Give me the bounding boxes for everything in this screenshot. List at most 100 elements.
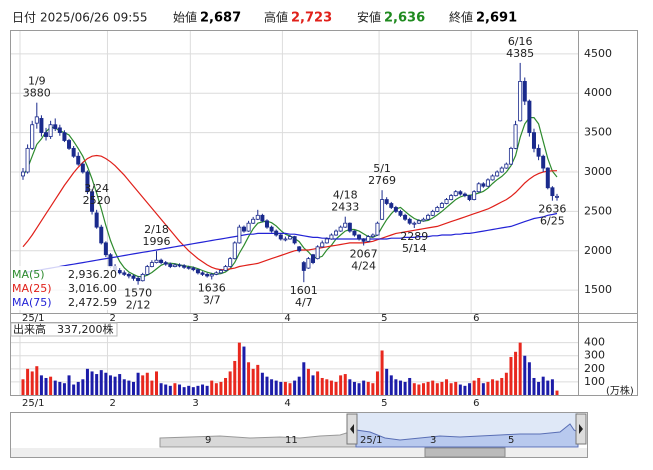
navigator-selected-history [355,423,579,448]
candle-body [361,238,366,242]
candle-body [195,269,200,274]
volume-bar [39,375,43,395]
candle-body [283,238,288,241]
candle-body [260,214,265,222]
candle-body [338,226,343,232]
candle-body [449,195,454,200]
candle-body [384,199,389,204]
candle-body [122,272,127,275]
volume-bar [408,377,412,395]
volume-bar [463,385,467,395]
legend-value: 3,016.00 [68,282,117,295]
scrollbar-thumb[interactable] [424,447,506,458]
volume-header-box [10,322,118,337]
volume-bar [30,371,34,395]
candle-body [545,167,550,189]
volume-bar [288,383,292,395]
volume-bar [348,379,352,395]
volume-bar [67,375,71,395]
candle-body [108,254,113,267]
volume-bar [99,370,103,395]
candle-body [508,147,513,165]
legend-name: MA(5) [12,268,45,281]
x-tick-label: 5 [381,398,387,409]
volume-bar [311,375,315,395]
volume-bar [541,376,545,395]
candle-body [218,270,223,274]
volume-bar [389,375,393,395]
candle-body [200,272,205,275]
candle-body [251,218,256,224]
volume-bar [362,380,366,395]
volume-bar [445,379,449,395]
candle-body [117,270,122,274]
candle-body [53,124,58,130]
annotation-date: 6/16 [508,35,533,48]
volume-bar [306,368,310,395]
candle-body [375,222,380,236]
volume-bar [95,374,99,395]
moving-average-line [22,154,558,271]
candle-body [48,124,53,137]
field-name: 始値 [173,10,197,25]
candle-body [159,259,164,263]
volume-bar [251,368,255,395]
volume-bar [187,385,191,395]
candle-body [343,222,348,228]
y-tick-label: 1500 [584,283,612,296]
volume-bar [256,364,260,395]
candle-body [255,214,260,220]
candle-body [490,175,495,181]
field-value: 2,723 [291,11,332,26]
candle-body [324,238,329,244]
volume-bar [136,372,140,395]
volume-bar [58,381,62,395]
candle-body [430,210,435,216]
candle-body [136,277,141,282]
annotation-date: 3/24 [84,182,109,195]
volume-bar [150,380,154,395]
scrollbar-track[interactable] [11,448,587,457]
candle-body [366,236,371,242]
volume-bar [546,380,550,395]
annotation-date: 4/7 [295,296,313,309]
volume-bar [53,380,57,395]
candle-body [168,263,173,267]
volume-bar [44,377,48,395]
candle-body [462,193,467,197]
volume-bar [76,381,80,395]
navigator-label: 25/1 [360,435,382,446]
candle-body [439,203,444,208]
annotation-value: 2520 [83,194,111,207]
candle-body [329,234,334,240]
volume-bar [182,387,186,395]
volume-bar [325,379,329,395]
candle-body [80,163,85,173]
annotation-value: 4385 [506,47,534,60]
annotation-date: 4/24 [351,259,376,272]
annotation-date: 4/18 [333,189,358,202]
annotation-value: 1636 [198,281,226,294]
candle-body [444,199,449,204]
candle-body [44,132,49,137]
volume-bar [440,381,444,395]
candle-body [297,246,302,252]
volume-bar [164,384,168,395]
y-tick-label: 2500 [584,204,612,217]
volume-bar [509,357,513,395]
navigator[interactable] [10,412,588,458]
x-tick-label: 3 [192,398,198,409]
candle-body [131,275,136,279]
volume-bar [514,351,518,395]
candle-body [513,124,518,149]
navigator-label: 3 [430,435,436,446]
volume-bar [247,362,251,395]
volume-bar [297,376,301,395]
volume-bar [472,380,476,395]
volume-bar [108,375,112,395]
volume-bar [127,380,131,395]
candle-body [380,199,385,220]
volume-bar [159,383,163,395]
volume-bar [228,371,232,395]
candle-body [472,191,477,200]
